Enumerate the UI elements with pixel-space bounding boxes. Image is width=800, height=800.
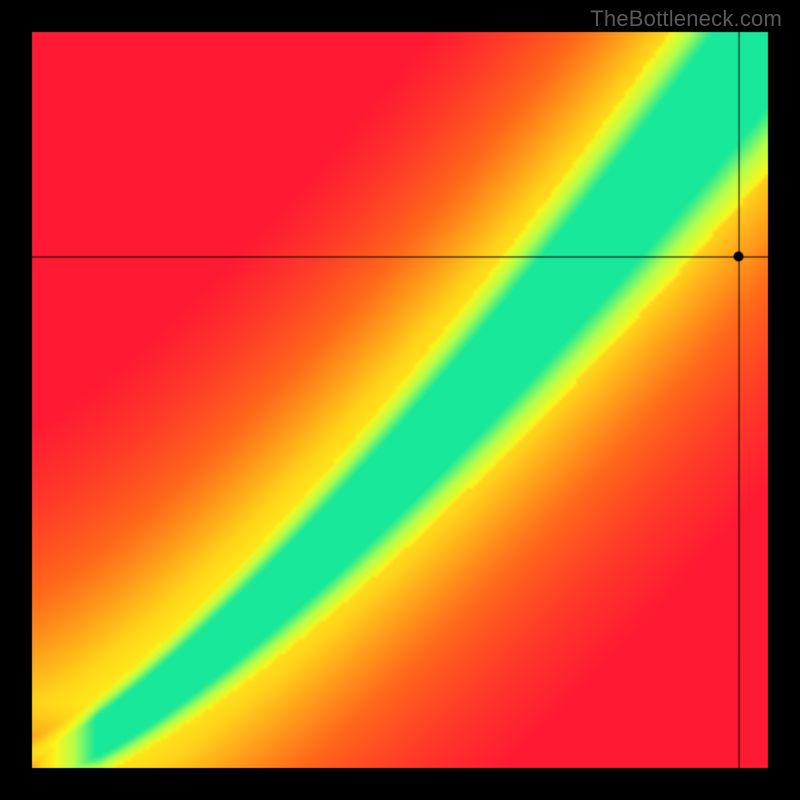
bottleneck-heatmap xyxy=(0,0,800,800)
chart-container: TheBottleneck.com xyxy=(0,0,800,800)
brand-watermark: TheBottleneck.com xyxy=(590,6,782,32)
